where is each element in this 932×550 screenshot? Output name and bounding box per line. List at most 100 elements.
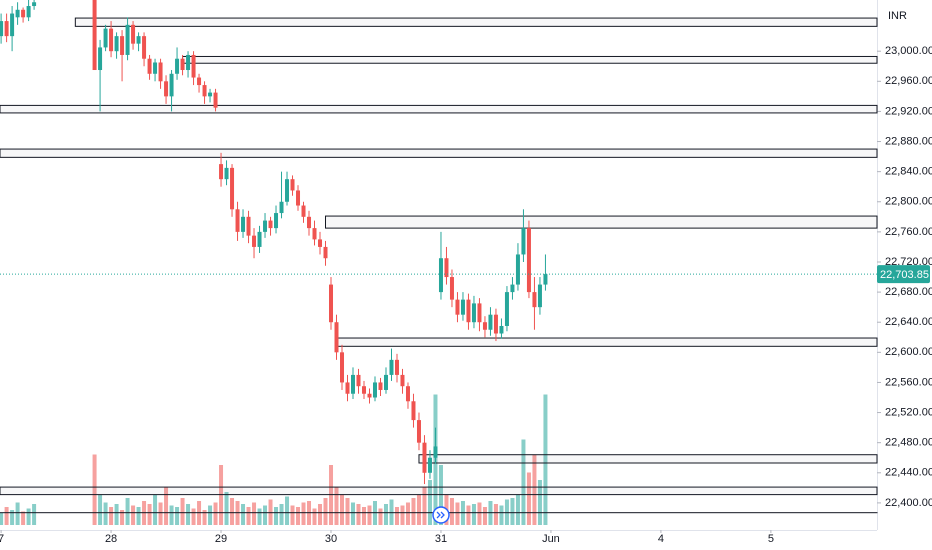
y-tick-label: 22,680.00 xyxy=(885,286,932,298)
candle-body xyxy=(15,9,20,18)
candle-body xyxy=(438,258,443,293)
x-tick-label: 5 xyxy=(768,533,774,545)
x-tick-label: 4 xyxy=(658,533,664,545)
volume-bar xyxy=(147,504,152,525)
candle-body xyxy=(158,62,163,82)
y-tick-label: 22,960.00 xyxy=(885,75,932,87)
candle-body xyxy=(471,303,476,323)
volume-bar xyxy=(400,505,405,525)
candle-body xyxy=(153,62,158,74)
volume-bar xyxy=(416,495,421,525)
candle-body xyxy=(493,314,498,334)
candle-body xyxy=(202,85,207,97)
candle-body xyxy=(411,401,416,421)
replay-circle xyxy=(432,506,450,524)
candle-body xyxy=(334,322,339,353)
volume-bar xyxy=(180,498,185,525)
volume-bar xyxy=(477,502,482,525)
candle-body xyxy=(444,258,449,278)
candle-body xyxy=(318,239,323,247)
zone xyxy=(418,454,878,464)
candle-body xyxy=(367,393,372,398)
candle-body xyxy=(455,299,460,315)
volume-bar xyxy=(10,510,15,525)
candle-body xyxy=(405,386,410,402)
zone xyxy=(0,148,878,158)
volume-bar xyxy=(32,504,37,525)
volume-bar xyxy=(153,495,158,525)
candle-body xyxy=(131,24,136,44)
candle-body xyxy=(285,179,290,202)
candle-body xyxy=(350,374,355,394)
candle-body xyxy=(109,28,114,52)
volume-bar xyxy=(356,504,361,525)
candle-body xyxy=(114,36,119,52)
y-tick-label: 22,480.00 xyxy=(885,437,932,449)
volume-bar xyxy=(136,507,141,525)
volume-bar xyxy=(449,498,454,525)
volume-bar xyxy=(499,505,504,525)
candle-body xyxy=(356,374,361,387)
candle-body xyxy=(136,36,141,44)
candle-body xyxy=(169,73,174,97)
candle-body xyxy=(208,92,213,97)
y-tick-label: 22,560.00 xyxy=(885,376,932,388)
candle-body xyxy=(0,21,4,37)
volume-bar xyxy=(367,505,372,525)
candle-body xyxy=(416,420,421,443)
last-price-label: 22,703.85 xyxy=(880,269,929,281)
candle-body xyxy=(257,231,262,247)
candle-body xyxy=(372,382,377,398)
volume-bar xyxy=(4,507,9,525)
candle-body xyxy=(10,13,15,37)
volume-bar xyxy=(334,487,339,525)
candle-body xyxy=(191,54,196,78)
volume-bar xyxy=(493,504,498,525)
y-tick-label: 22,720.00 xyxy=(885,256,932,268)
candle-body xyxy=(433,446,438,458)
volume-bar xyxy=(515,495,520,525)
volume-bar xyxy=(26,508,31,525)
candle-body xyxy=(389,359,394,375)
x-tick-label: 30 xyxy=(325,533,337,545)
volume-bar xyxy=(411,498,416,525)
volume-bar xyxy=(92,454,97,525)
volume-bar xyxy=(345,498,350,525)
volume-bar xyxy=(202,510,207,525)
candle-body xyxy=(92,0,97,71)
volume-bar xyxy=(158,502,163,525)
volume-bar xyxy=(15,502,20,525)
y-tick-label: 22,440.00 xyxy=(885,467,932,479)
volume-bar xyxy=(0,513,4,525)
candle-body xyxy=(296,190,301,206)
zone xyxy=(0,104,878,114)
volume-bar xyxy=(114,504,119,525)
candle-body xyxy=(477,303,482,323)
volume-bar xyxy=(340,495,345,525)
volume-bar xyxy=(394,507,399,525)
volume-bar xyxy=(252,502,257,525)
candle-body xyxy=(235,209,240,232)
volume-bar xyxy=(427,480,432,525)
candle-body xyxy=(466,299,471,323)
candle-body xyxy=(543,274,548,285)
candle-body xyxy=(460,299,465,315)
volume-bar xyxy=(361,507,366,525)
candle-body xyxy=(345,382,350,394)
volume-bar xyxy=(224,492,229,525)
volume-bar xyxy=(279,504,284,525)
candle-body xyxy=(103,28,108,48)
candle-body xyxy=(449,277,454,300)
last-price-box xyxy=(877,265,930,284)
candle-body xyxy=(180,58,185,71)
candle-body xyxy=(125,24,130,55)
candle-body xyxy=(537,284,542,308)
x-tick-label: 7 xyxy=(0,533,4,545)
volume-bar xyxy=(191,508,196,525)
candle-body xyxy=(26,6,31,18)
volume-bar xyxy=(466,505,471,525)
y-tick-label: 22,880.00 xyxy=(885,135,932,147)
y-tick-label: 22,640.00 xyxy=(885,316,932,328)
candle-body xyxy=(175,58,180,74)
